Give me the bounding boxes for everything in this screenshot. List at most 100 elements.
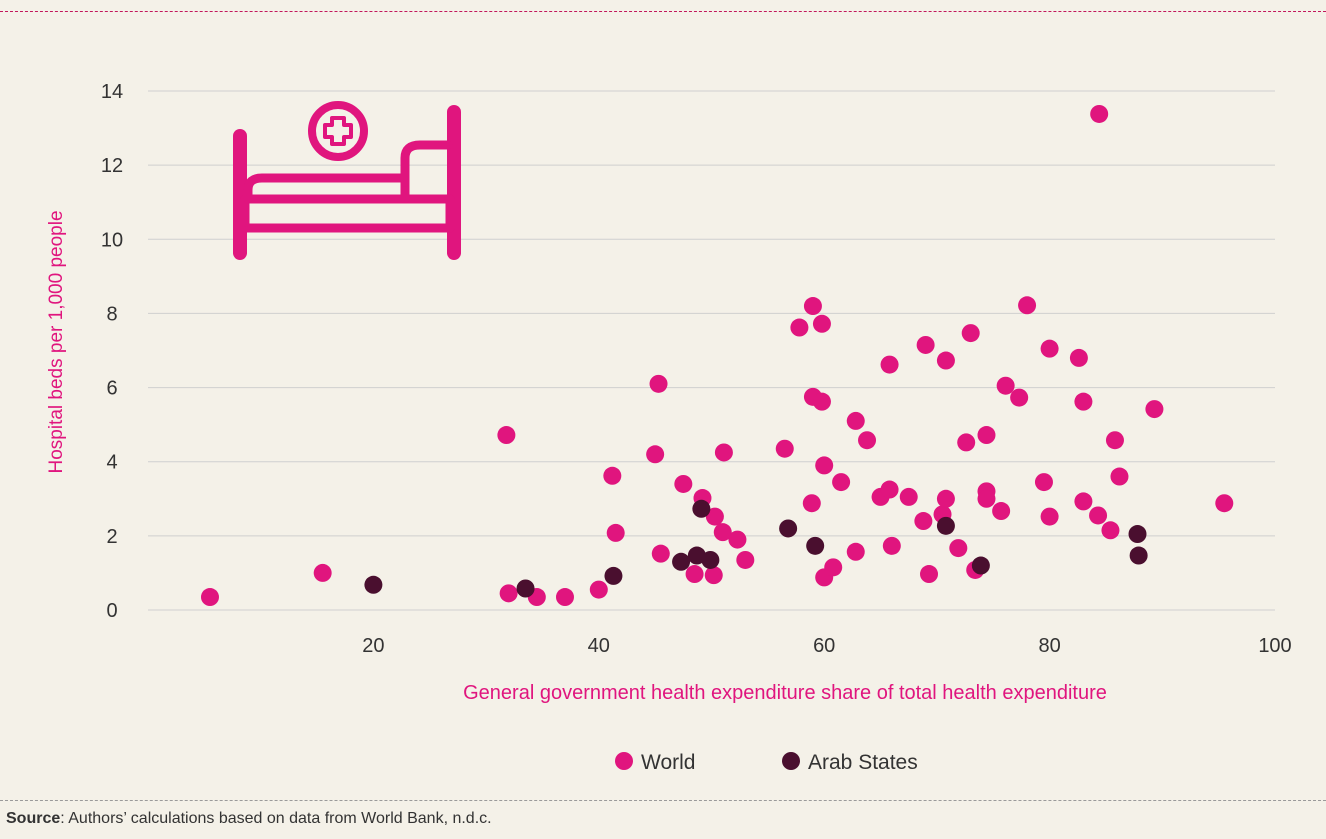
legend-label-arab-states: Arab States bbox=[808, 751, 918, 774]
x-tick-label: 20 bbox=[362, 635, 384, 657]
data-point bbox=[589, 580, 608, 599]
data-point bbox=[516, 579, 535, 598]
legend-item-world: World bbox=[615, 751, 695, 774]
series-world bbox=[200, 104, 1234, 607]
data-point bbox=[899, 487, 918, 506]
x-tick-label: 60 bbox=[813, 635, 835, 657]
data-point bbox=[949, 539, 968, 558]
data-point bbox=[1128, 525, 1147, 544]
data-point bbox=[672, 552, 691, 571]
y-tick-label: 0 bbox=[106, 600, 117, 622]
data-point bbox=[313, 563, 332, 582]
data-point bbox=[812, 314, 831, 333]
y-tick-label: 10 bbox=[101, 229, 123, 251]
data-point bbox=[736, 550, 755, 569]
data-point bbox=[815, 456, 834, 475]
scatter-chart: 0 2 4 6 8 10 12 14 20 40 60 80 100 Hospital beds pe… bbox=[46, 81, 1292, 774]
legend-marker-arab-states bbox=[782, 752, 800, 770]
data-point bbox=[996, 376, 1015, 395]
data-point bbox=[1101, 521, 1120, 540]
data-point bbox=[1089, 506, 1108, 525]
data-point bbox=[936, 489, 955, 508]
data-point bbox=[916, 335, 935, 354]
data-point bbox=[1018, 296, 1037, 315]
source-label: Source bbox=[6, 810, 61, 827]
data-point bbox=[1105, 431, 1124, 450]
series-arab-states bbox=[364, 499, 1148, 598]
data-point bbox=[779, 519, 798, 538]
data-point bbox=[714, 443, 733, 462]
data-point bbox=[705, 507, 724, 526]
data-point bbox=[880, 480, 899, 499]
y-tick-label: 14 bbox=[101, 81, 123, 103]
bottom-dashed-rule bbox=[0, 800, 1326, 801]
legend-marker-world bbox=[615, 752, 633, 770]
data-point bbox=[880, 355, 899, 374]
data-point bbox=[802, 494, 821, 513]
legend: World Arab States bbox=[615, 751, 918, 774]
gridlines bbox=[148, 90, 1275, 611]
data-point bbox=[200, 588, 219, 607]
y-tick-label: 6 bbox=[106, 378, 117, 400]
data-point bbox=[971, 556, 990, 575]
x-tick-labels: 20 40 60 80 100 bbox=[362, 635, 1291, 657]
data-point bbox=[1074, 392, 1093, 411]
data-point bbox=[806, 536, 825, 555]
data-point bbox=[936, 351, 955, 370]
data-point bbox=[790, 318, 809, 337]
data-point bbox=[1069, 348, 1088, 367]
data-point bbox=[685, 565, 704, 584]
data-point bbox=[1129, 546, 1148, 565]
data-point bbox=[555, 588, 574, 607]
data-point bbox=[846, 411, 865, 430]
legend-item-arab-states: Arab States bbox=[782, 751, 918, 774]
data-point bbox=[674, 474, 693, 493]
data-point bbox=[914, 512, 933, 531]
data-point bbox=[1090, 104, 1109, 123]
data-point bbox=[364, 575, 383, 594]
y-axis-label: Hospital beds per 1,000 people bbox=[46, 210, 67, 473]
data-point bbox=[1215, 494, 1234, 513]
data-point bbox=[824, 558, 843, 577]
data-point bbox=[957, 433, 976, 452]
data-point bbox=[1034, 473, 1053, 492]
x-tick-label: 100 bbox=[1258, 635, 1291, 657]
data-point bbox=[961, 324, 980, 343]
hospital-bed-icon bbox=[233, 101, 461, 260]
data-point bbox=[920, 565, 939, 584]
legend-label-world: World bbox=[641, 751, 695, 774]
x-tick-label: 40 bbox=[588, 635, 610, 657]
data-point bbox=[882, 536, 901, 555]
data-point bbox=[603, 466, 622, 485]
data-point bbox=[649, 374, 668, 393]
source-text: : Authors’ calculations based on data fr… bbox=[60, 810, 492, 827]
top-dashed-rule bbox=[0, 11, 1326, 12]
data-point bbox=[846, 542, 865, 561]
data-point bbox=[687, 546, 706, 565]
x-axis-label: General government health expenditure sh… bbox=[463, 682, 1107, 704]
data-point bbox=[499, 584, 518, 603]
data-point bbox=[704, 566, 723, 585]
data-point bbox=[1040, 507, 1059, 526]
data-point bbox=[713, 523, 732, 542]
y-tick-label: 12 bbox=[101, 155, 123, 177]
data-point bbox=[832, 473, 851, 492]
data-points bbox=[200, 104, 1234, 607]
y-tick-labels: 0 2 4 6 8 10 12 14 bbox=[101, 81, 123, 622]
data-point bbox=[606, 523, 625, 542]
data-point bbox=[812, 392, 831, 411]
data-point bbox=[1074, 492, 1093, 511]
data-point bbox=[1040, 339, 1059, 358]
data-point bbox=[992, 502, 1011, 521]
y-tick-label: 4 bbox=[106, 452, 117, 474]
source-note: Source: Authors’ calculations based on d… bbox=[6, 810, 492, 828]
data-point bbox=[604, 566, 623, 585]
y-tick-label: 8 bbox=[106, 303, 117, 325]
data-point bbox=[977, 426, 996, 445]
data-point bbox=[651, 544, 670, 563]
data-point bbox=[977, 489, 996, 508]
data-point bbox=[775, 439, 794, 458]
data-point bbox=[692, 499, 711, 518]
data-point bbox=[936, 516, 955, 535]
data-point bbox=[728, 530, 747, 549]
